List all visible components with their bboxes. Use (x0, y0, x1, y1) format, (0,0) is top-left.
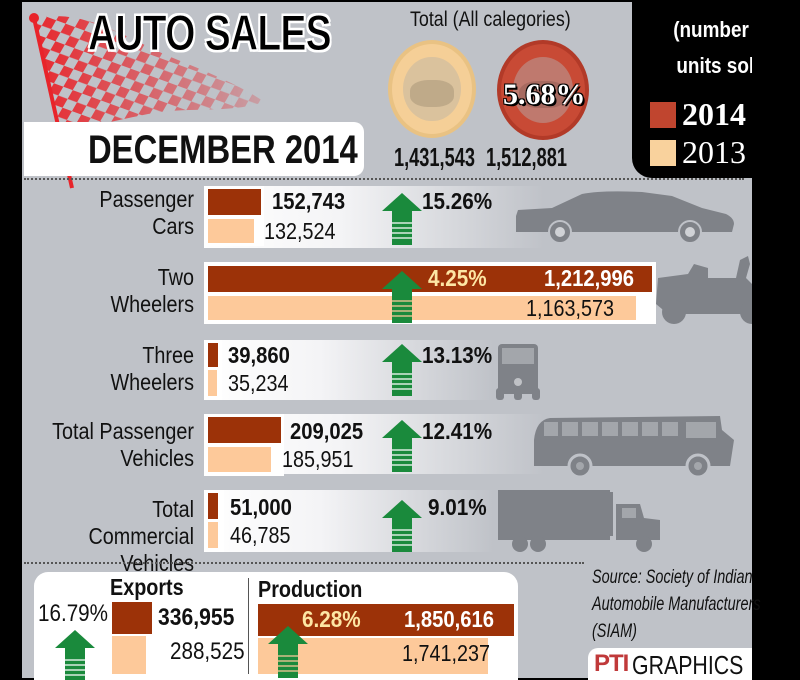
value-2014: 39,860 (228, 342, 290, 368)
row-background (204, 490, 494, 552)
pti-logo-icon: PTI (594, 650, 629, 677)
bar-2014 (208, 266, 652, 292)
credit-box (588, 648, 752, 680)
row-background (204, 340, 494, 400)
bar-2013 (208, 370, 217, 396)
value-2013: 185,951 (282, 446, 354, 472)
growth-percent: 15.26% (422, 188, 493, 214)
exports-value-2014: 336,955 (158, 604, 235, 631)
production-value-2014: 1,850,616 (404, 606, 495, 632)
up-arrow-icon (382, 193, 422, 245)
row-label-passenger-cars: Passenger Cars (99, 186, 194, 239)
source-note: Source: Society of Indian Automobile Man… (592, 567, 761, 642)
value-2013: 35,234 (228, 370, 289, 396)
row-label-three-wheelers: Three Wheelers (110, 342, 194, 395)
total-2014-value: 1,512,881 (486, 142, 567, 172)
up-arrow-icon (382, 420, 422, 472)
divider (24, 178, 744, 180)
exports-value-2013: 288,525 (170, 638, 245, 665)
total-label: Total (All calegories) (410, 8, 571, 31)
subtitle-month: DECEMBER 2014 (88, 128, 358, 172)
growth-percent: 13.13% (422, 342, 493, 368)
production-heading: Production (258, 576, 363, 602)
exports-bar-2014 (112, 602, 152, 634)
value-2013: 46,785 (230, 522, 291, 548)
up-arrow-icon (382, 271, 422, 323)
legend-item-2013: 2013 (650, 134, 746, 171)
steering-wheel-2014-icon (497, 40, 589, 140)
up-arrow-icon (268, 626, 308, 678)
production-bar-2014 (258, 604, 514, 636)
up-arrow-icon (382, 344, 422, 396)
page-title: AUTO SALES (88, 5, 332, 62)
divider (24, 562, 584, 564)
value-2013: 1,163,573 (526, 295, 615, 321)
production-value-2013: 1,741,237 (402, 640, 491, 666)
bus-icon (534, 416, 734, 478)
total-growth: 5.68% (503, 78, 586, 111)
total-2013-value: 1,431,543 (394, 142, 475, 172)
bar-2014 (208, 493, 218, 519)
exports-bar-2013 (112, 636, 146, 674)
value-2013: 132,524 (264, 218, 336, 244)
subtitle-box (24, 122, 364, 176)
growth-percent: 12.41% (422, 418, 493, 444)
row-label-total-commercial-vehicles: Total Commercial Vehicles (88, 496, 194, 576)
bar-2013 (208, 219, 254, 243)
auto-rickshaw-icon (496, 344, 540, 400)
legend-swatch-2013 (650, 139, 676, 166)
bar-2014 (208, 343, 218, 367)
bar-2014 (208, 417, 281, 443)
up-arrow-icon (55, 630, 95, 680)
value-2014: 152,743 (272, 188, 346, 214)
bar-2013 (208, 447, 271, 472)
value-2014: 51,000 (230, 494, 292, 520)
value-2014: 209,025 (290, 418, 364, 444)
up-arrow-icon (382, 500, 422, 552)
exports-heading: Exports (110, 574, 184, 600)
panel-separator (248, 578, 249, 674)
bar-2013 (208, 522, 218, 548)
production-growth: 6.28% (302, 606, 361, 632)
row-label-two-wheelers: Two Wheelers (110, 264, 194, 317)
left-border (0, 0, 22, 680)
bar-2013 (208, 296, 636, 320)
row-label-total-passenger-vehicles: Total Passenger Vehicles (52, 418, 195, 471)
credit-text: GRAPHICS (632, 650, 744, 680)
scooter-icon (656, 256, 766, 324)
exports-growth: 16.79% (38, 600, 109, 627)
bar-2014 (208, 189, 261, 215)
steering-wheel-2013-icon (388, 40, 476, 138)
right-border (752, 0, 800, 680)
legend-item-2014: 2014 (650, 96, 746, 133)
legend-swatch-2014 (650, 101, 676, 128)
growth-percent: 9.01% (428, 494, 487, 520)
value-2014: 1,212,996 (544, 265, 635, 291)
growth-percent: 4.25% (428, 265, 487, 291)
car-icon (516, 191, 734, 244)
truck-icon (498, 490, 660, 552)
